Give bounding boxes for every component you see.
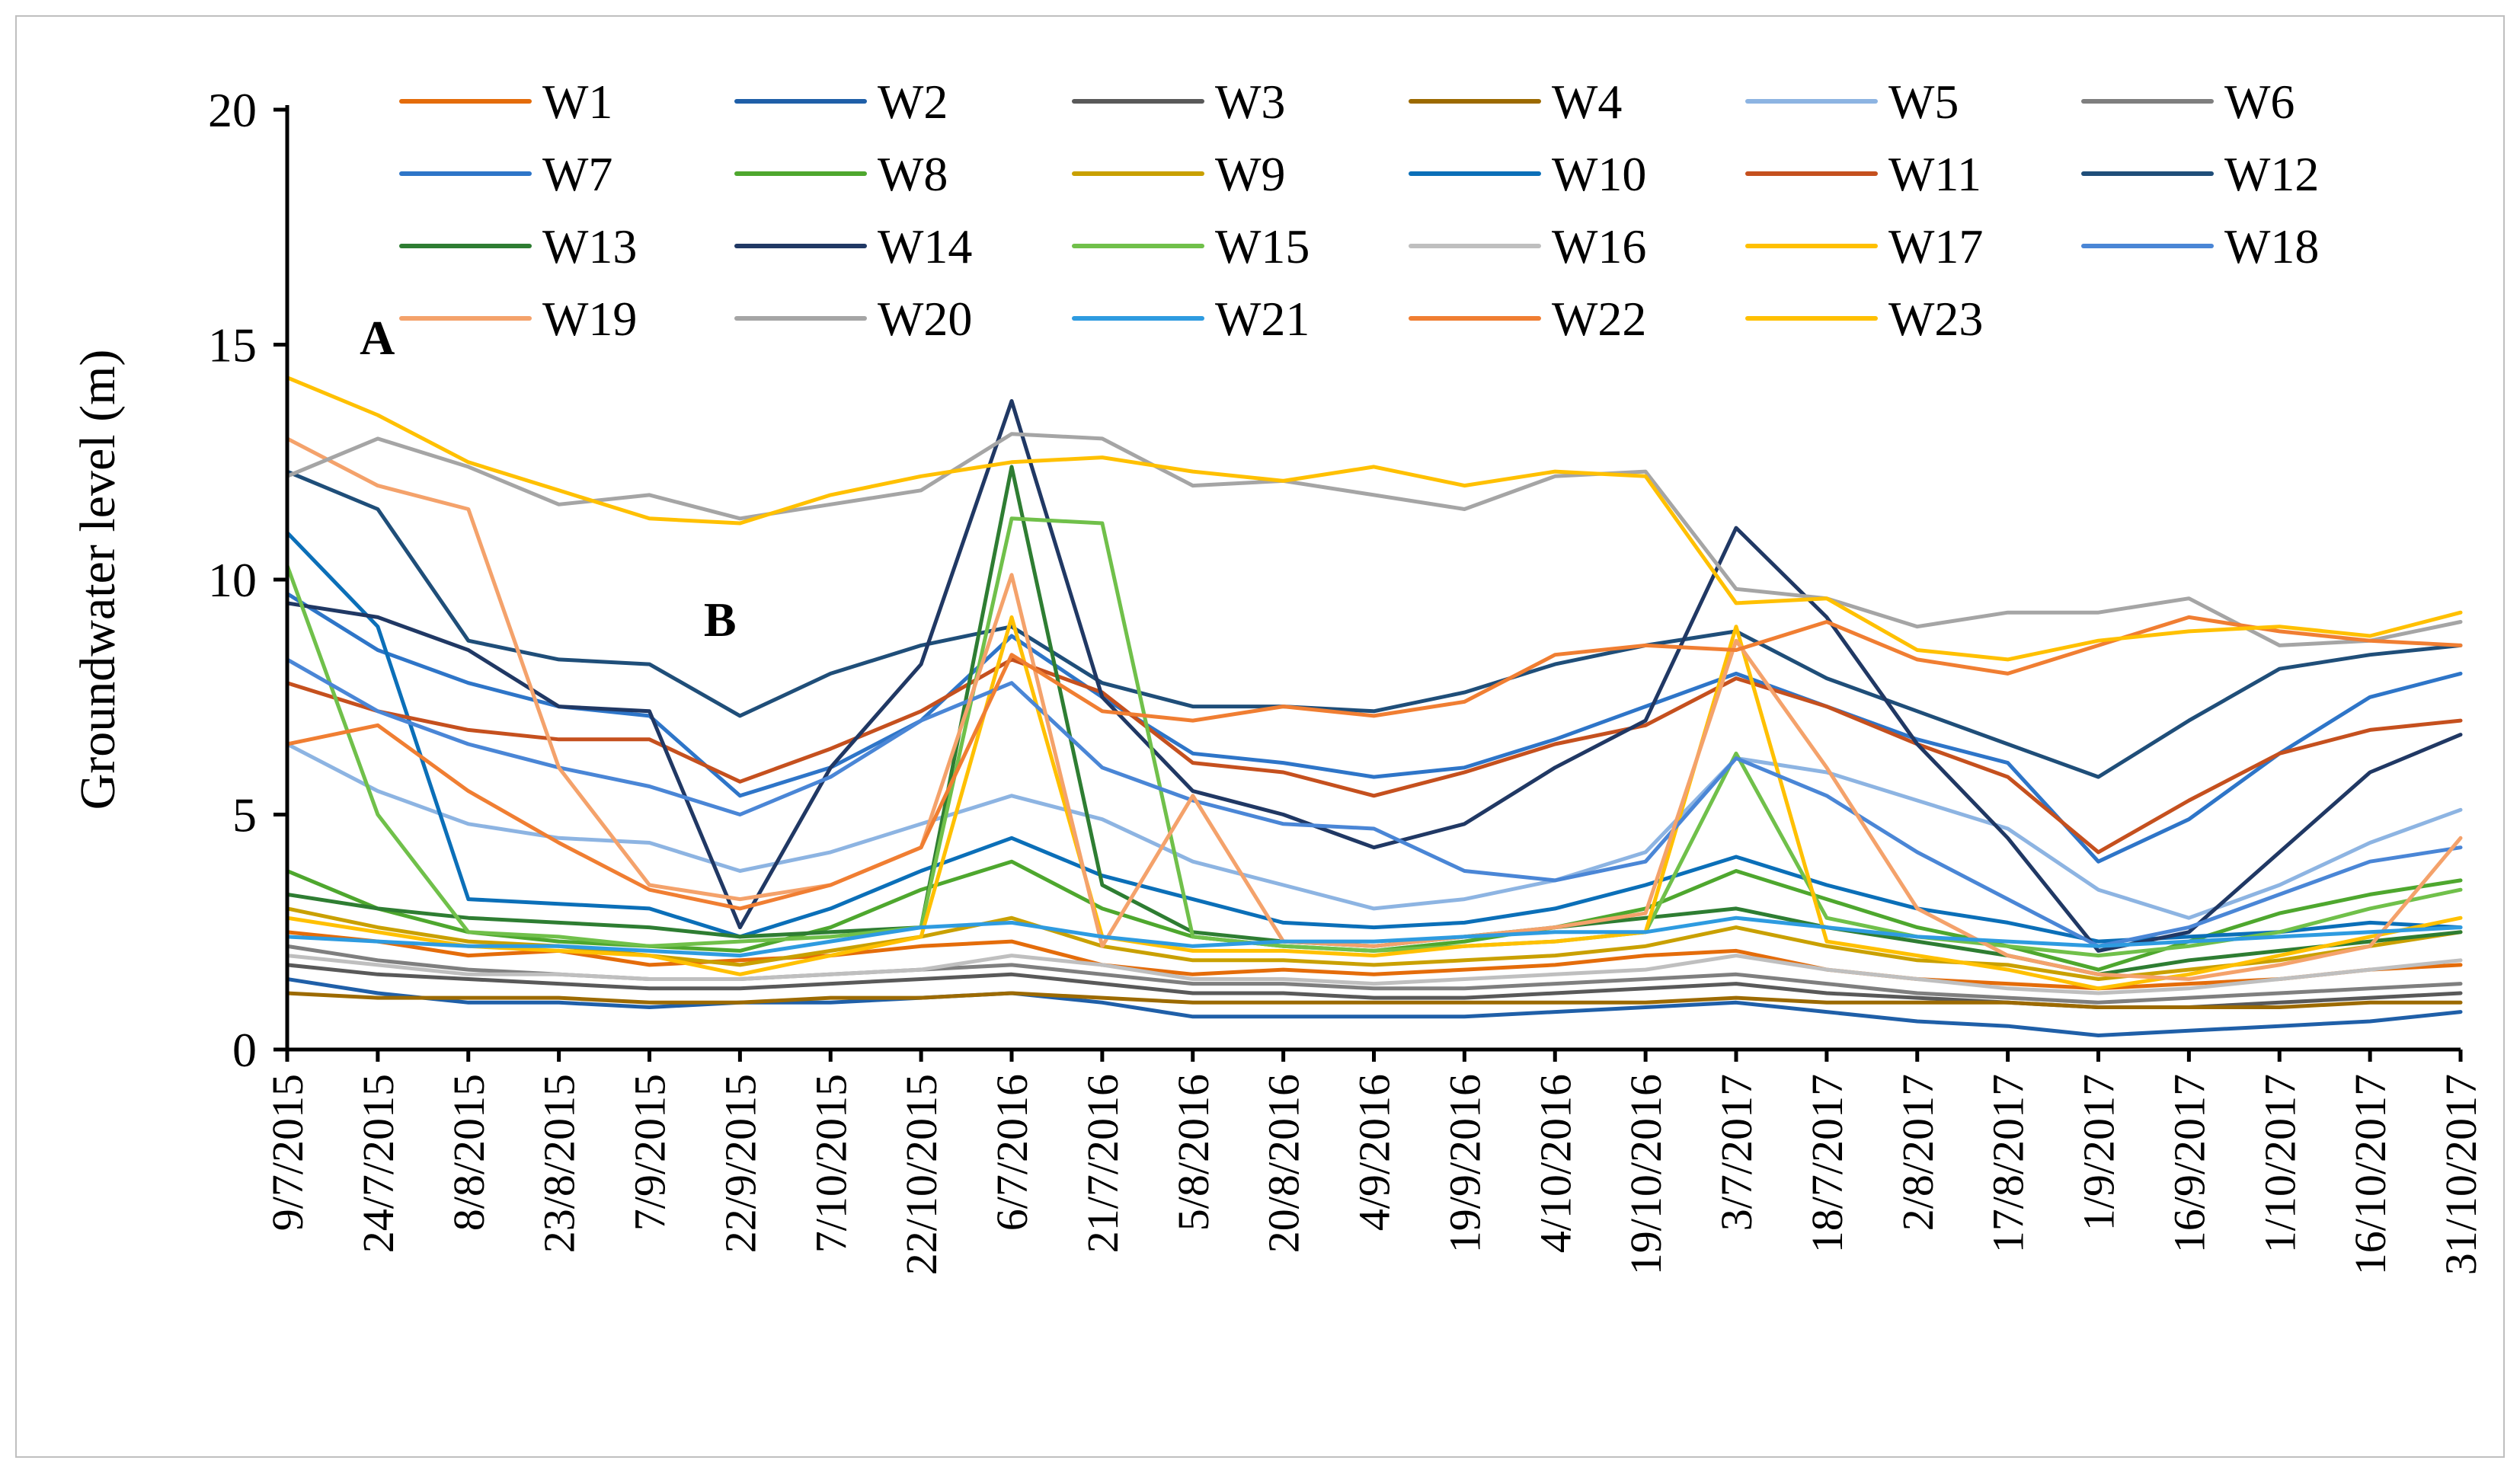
x-tick-label: 22/9/2015 xyxy=(715,1074,765,1253)
series-line-w19 xyxy=(285,436,2463,981)
series-line-w10 xyxy=(285,530,2463,944)
x-tick-label: 19/9/2016 xyxy=(1440,1074,1489,1253)
legend-item-w2: W2 xyxy=(734,75,948,129)
series-line-w22 xyxy=(285,615,2463,911)
x-tick-label: 24/7/2015 xyxy=(353,1074,403,1253)
legend-item-w8: W8 xyxy=(734,147,948,201)
y-tick-label: 5 xyxy=(232,788,257,842)
groundwater-chart: 0 5 10 15 20 Groundwater level (m) 9/7/2015 24/… xyxy=(70,75,2486,1275)
x-tick-label: 6/7/2016 xyxy=(987,1074,1037,1231)
x-tick-label: 4/9/2016 xyxy=(1350,1074,1399,1231)
series-line-w17 xyxy=(285,615,2463,991)
y-tick-label: 15 xyxy=(208,318,257,372)
x-tick-label: 7/10/2015 xyxy=(806,1074,855,1253)
legend-item-w11: W11 xyxy=(1745,147,1981,201)
x-tick-label: 20/8/2016 xyxy=(1259,1074,1309,1253)
legend-label: W2 xyxy=(878,75,948,129)
series-line-w18 xyxy=(285,657,2463,948)
legend-label: W13 xyxy=(542,219,637,273)
legend-item-w10: W10 xyxy=(1409,147,1646,201)
y-axis-title: Groundwater level (m) xyxy=(70,350,126,810)
legend-label: W8 xyxy=(878,147,948,201)
series-line-w20 xyxy=(285,432,2463,647)
y-tick-label: 0 xyxy=(232,1023,257,1077)
series-line-w21 xyxy=(285,915,2463,958)
legend-label: W10 xyxy=(1552,147,1646,201)
legend-item-w21: W21 xyxy=(1072,292,1310,346)
series-line-w16 xyxy=(285,954,2463,995)
legend-item-w4: W4 xyxy=(1409,75,1622,129)
series-line-w2 xyxy=(285,977,2463,1037)
legend-item-w15: W15 xyxy=(1072,219,1310,273)
legend-label: W4 xyxy=(1552,75,1622,129)
series-line-w4 xyxy=(285,991,2463,1009)
y-tick-label: 20 xyxy=(208,83,257,137)
legend-item-w16: W16 xyxy=(1409,219,1646,273)
legend-label: W3 xyxy=(1215,75,1285,129)
legend-label: W20 xyxy=(878,292,972,346)
legend-item-w7: W7 xyxy=(399,147,612,201)
legend-item-w9: W9 xyxy=(1072,147,1285,201)
legend-item-w23: W23 xyxy=(1745,292,1983,346)
legend-item-w22: W22 xyxy=(1409,292,1646,346)
series-line-w12 xyxy=(285,469,2463,779)
legend-label: W7 xyxy=(542,147,612,201)
legend-label: W19 xyxy=(542,292,637,346)
legend-item-w3: W3 xyxy=(1072,75,1285,129)
legend-label: W15 xyxy=(1215,219,1310,273)
annotation-a: A xyxy=(360,311,395,365)
x-tick-label: 2/8/2017 xyxy=(1893,1074,1943,1231)
legend-label: W11 xyxy=(1888,147,1981,201)
legend-item-w5: W5 xyxy=(1745,75,1959,129)
legend-label: W1 xyxy=(542,75,612,129)
series-line-w5 xyxy=(285,742,2463,920)
x-tick-label: 4/10/2016 xyxy=(1530,1074,1580,1253)
series-line-w11 xyxy=(285,657,2463,855)
x-tick-label: 5/8/2016 xyxy=(1169,1074,1218,1231)
legend-item-w20: W20 xyxy=(734,292,972,346)
x-tick-label: 22/10/2015 xyxy=(897,1074,946,1275)
x-tick-label: 19/10/2016 xyxy=(1621,1074,1671,1275)
x-tick-label: 18/7/2017 xyxy=(1802,1074,1852,1253)
legend-label: W17 xyxy=(1888,219,1983,273)
legend-item-w6: W6 xyxy=(2081,75,2295,129)
legend-label: W18 xyxy=(2224,219,2319,273)
series-line-w15 xyxy=(285,516,2463,958)
legend-label: W23 xyxy=(1888,292,1983,346)
legend-label: W6 xyxy=(2224,75,2295,129)
legend-item-w19: W19 xyxy=(399,292,637,346)
x-tick-label: 3/7/2017 xyxy=(1712,1074,1761,1231)
series-line-w14 xyxy=(285,399,2463,953)
legend-item-w13: W13 xyxy=(399,219,637,273)
legend-item-w1: W1 xyxy=(399,75,612,129)
x-tick-label: 16/9/2017 xyxy=(2164,1074,2214,1253)
legend-item-w18: W18 xyxy=(2081,219,2319,273)
legend-item-w14: W14 xyxy=(734,219,972,273)
legend-label: W21 xyxy=(1215,292,1310,346)
x-tick-label: 31/10/2017 xyxy=(2436,1074,2486,1275)
chart-frame: 0 5 10 15 20 Groundwater level (m) 9/7/2015 24/… xyxy=(15,15,2505,1458)
series-line-w13 xyxy=(285,465,2463,976)
legend-item-w12: W12 xyxy=(2081,147,2319,201)
x-tick-label: 23/8/2015 xyxy=(535,1074,584,1253)
legend-item-w17: W17 xyxy=(1745,219,1983,273)
legend-label: W22 xyxy=(1552,292,1646,346)
x-tick-label: 8/8/2015 xyxy=(444,1074,494,1231)
y-tick-label: 10 xyxy=(208,553,257,607)
legend-label: W9 xyxy=(1215,147,1285,201)
legend-label: W5 xyxy=(1888,75,1959,129)
x-tick-label: 9/7/2015 xyxy=(263,1074,312,1231)
x-tick-label: 21/7/2016 xyxy=(1078,1074,1127,1253)
x-tick-label: 17/8/2017 xyxy=(1984,1074,2033,1253)
x-tick-label: 7/9/2015 xyxy=(625,1074,675,1231)
series-line-w23 xyxy=(285,375,2463,662)
x-tick-label: 16/10/2017 xyxy=(2346,1074,2395,1275)
legend-label: W16 xyxy=(1552,219,1646,273)
x-tick-label: 1/10/2017 xyxy=(2255,1074,2304,1253)
x-tick-label: 1/9/2017 xyxy=(2074,1074,2124,1231)
annotation-b: B xyxy=(704,593,737,647)
legend-label: W14 xyxy=(878,219,972,273)
legend-label: W12 xyxy=(2224,147,2319,201)
